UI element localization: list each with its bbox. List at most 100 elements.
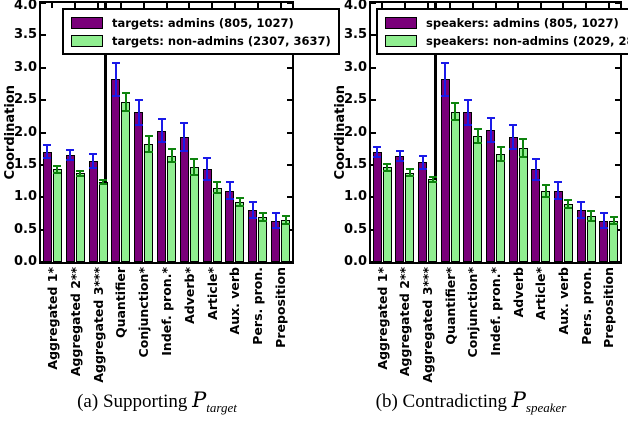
error-bar-cap-bottom [599,226,608,229]
x-tick-label-text: Preposition [273,267,289,348]
error-bar [206,158,209,181]
error-bar [170,149,173,163]
bar-admins [553,190,563,262]
y-tick-mark-right [615,261,620,263]
bar-non-admins [609,220,619,262]
x-tick-mark-top [471,3,474,8]
caption-subscript: speaker [525,399,567,415]
y-tick-label: 3.5 [343,27,367,43]
bar-non-admins [212,187,222,262]
bar-non-admins [75,173,85,262]
aggregate-separator-line [104,3,108,262]
x-tick-label-text: Indef. pron.* [159,267,174,356]
error-bar-cap-bottom [121,110,130,113]
error-bar [567,199,570,208]
x-tick-label-text: Adverb* [181,267,197,324]
x-tick-mark-top [494,3,497,8]
bar-non-admins [189,166,199,262]
y-tick-label: 2.5 [343,92,367,108]
caption-text: Contradicting [402,391,508,412]
error-bar-cap-bottom [531,178,540,181]
y-tick-mark-left [371,261,376,263]
x-tick-label: Pers. pron. [249,267,266,349]
error-bar-cap-bottom [167,161,176,164]
error-bar-cap-top [190,158,199,161]
error-bar [499,146,502,161]
error-bar-cap-bottom [180,149,189,152]
error-bar-cap-top [473,127,482,130]
x-tick-label-text: Aux. verb [555,267,571,335]
y-tick-label: 2.0 [13,124,37,140]
legend-swatch-admins [385,16,417,29]
bar-non-admins [52,169,62,262]
error-bar [114,63,117,96]
panel-supporting-target: Coordination targets: admins (805, 1027)… [3,0,340,383]
error-bar-cap-bottom [451,119,460,122]
error-bar [421,155,424,169]
x-tick-mark-top [585,3,588,8]
error-bar-cap-top [509,123,518,126]
error-bar-cap-top [53,165,62,168]
y-tick-mark-right [287,261,292,263]
y-tick-mark-left [371,34,376,37]
legend-label-non-admins: targets: non-admins (2307, 3637) [112,33,331,48]
y-tick-mark-right [287,131,292,134]
bar-non-admins [428,179,438,262]
caption-index: (b) [375,391,398,412]
error-bar [251,202,254,218]
y-tick-mark-right [287,99,292,102]
error-bar-cap-top [486,116,495,119]
error-bar [431,176,434,182]
error-bar-cap-bottom [225,198,234,201]
bar-admins [225,190,235,262]
error-bar [386,163,389,172]
x-tick-label-text: Aggregated 2** [397,267,413,377]
y-tick-label: 2.0 [343,124,367,140]
x-tick-mark-top [381,3,384,8]
error-bar-cap-bottom [134,123,143,126]
bar-non-admins [258,216,268,262]
error-bar-cap-bottom [509,148,518,151]
x-tick-label-text: Aggregated 3*** [420,267,436,383]
error-bar-cap-top [225,181,234,184]
caption-script-p: P [511,388,526,412]
bar-admins [202,169,212,262]
y-tick-mark-left [41,2,46,4]
bar-admins [372,151,382,262]
error-bar [160,118,163,143]
error-bar-cap-bottom [213,191,222,194]
error-bar [147,136,150,152]
error-bar-cap-top [271,212,280,215]
x-tick-label: Quantifier [112,267,129,342]
y-tick-mark-right [287,2,292,4]
bar-non-admins [563,203,573,262]
error-bar-cap-bottom [541,195,550,198]
error-bar [216,182,219,193]
error-bar [612,216,615,225]
x-tick-label: Aggregated 3*** [419,267,436,387]
x-tick-label: Aux. verb [555,267,572,338]
error-bar-cap-top [258,211,267,214]
x-tick-label: Indef. pron.* [158,267,175,360]
error-bar [376,146,379,158]
error-bar-cap-bottom [473,141,482,144]
y-tick-mark-left [371,2,376,4]
y-tick-mark-left [41,131,46,134]
error-bar [489,117,492,143]
error-bar-cap-top [405,168,414,171]
x-tick-label-text: Article* [533,267,549,320]
bar-non-admins [450,111,460,262]
x-tick-mark-top [142,3,145,8]
error-bar [124,93,127,112]
error-bar [274,213,277,228]
x-tick-label-text: Conjunction* [136,267,152,358]
error-bar-cap-bottom [53,171,62,174]
error-bar [580,202,583,218]
x-tick-mark-top [51,3,54,8]
bar-admins [65,155,75,262]
error-bar-cap-bottom [418,167,427,170]
x-tick-label-text: Article* [204,267,220,320]
x-tick-label-text: Quantifier [113,267,129,339]
error-bar [602,213,605,228]
